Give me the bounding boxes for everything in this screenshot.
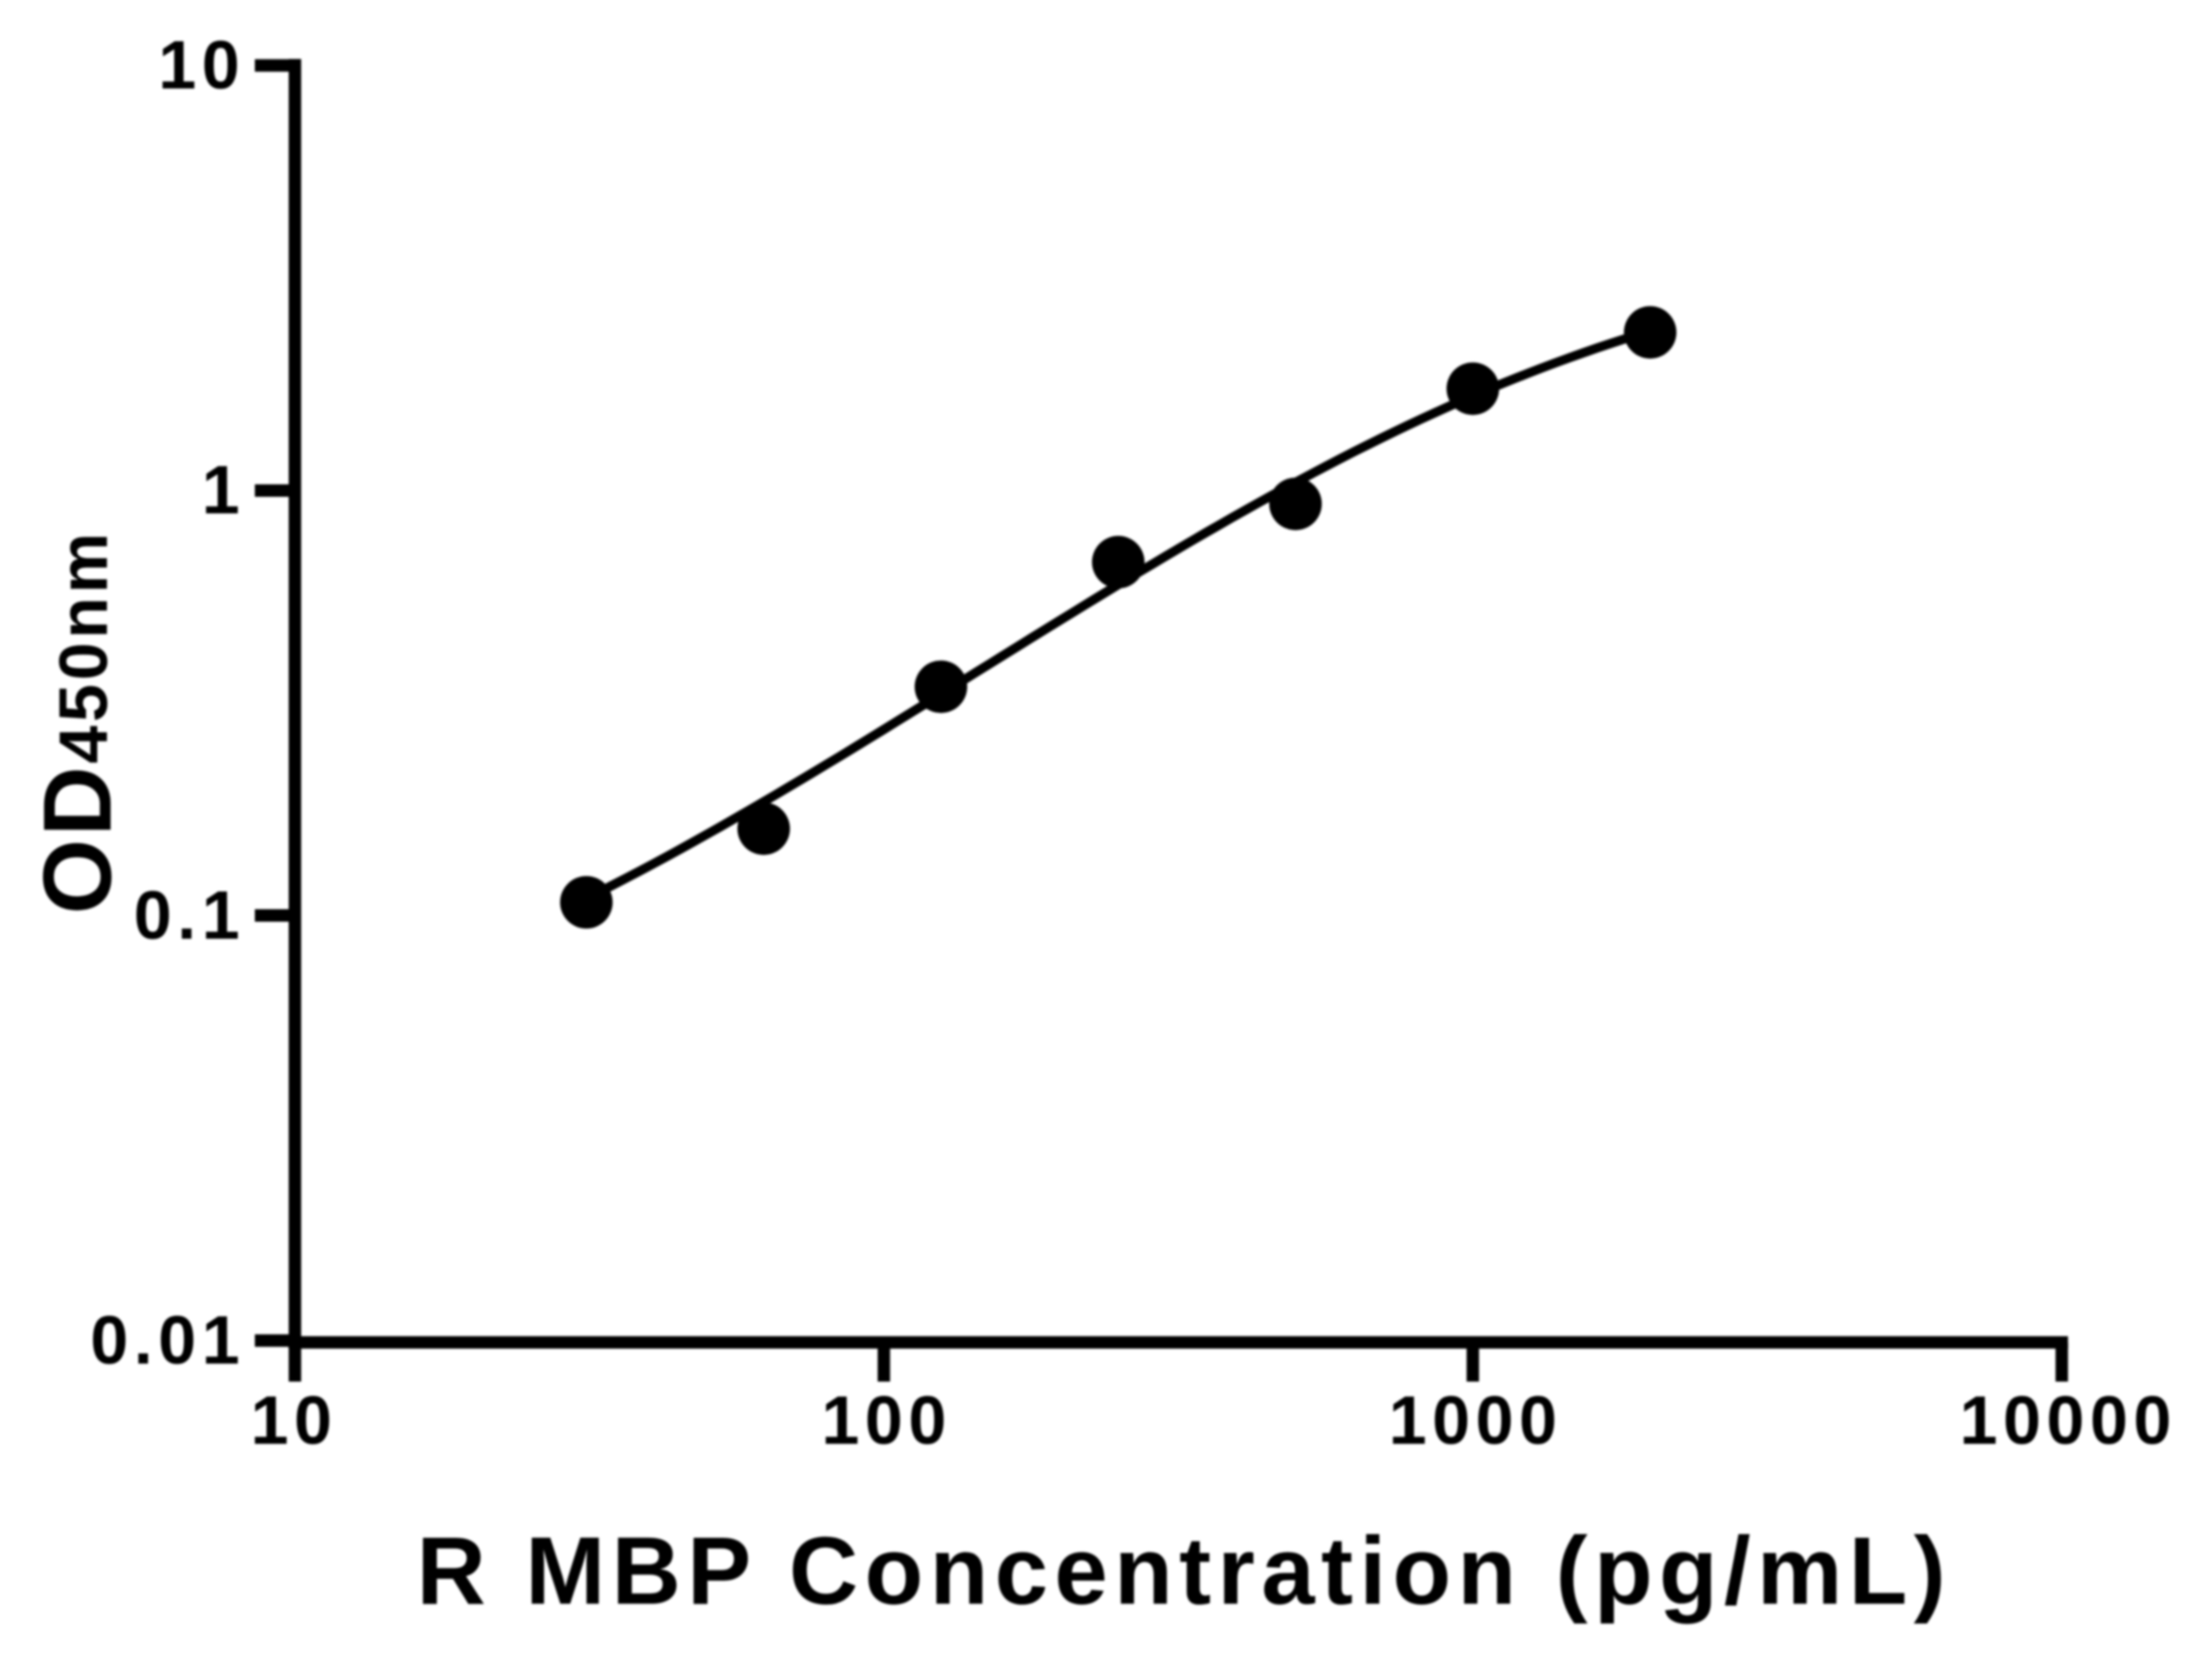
svg-text:0.1: 0.1 (134, 877, 245, 953)
svg-text:100: 100 (821, 1382, 951, 1459)
svg-text:10: 10 (159, 27, 245, 103)
svg-text:10000: 10000 (1959, 1382, 2177, 1459)
svg-text:1: 1 (202, 452, 245, 528)
svg-text:1000: 1000 (1389, 1382, 1563, 1459)
svg-text:OD450nm: OD450nm (24, 529, 132, 914)
svg-text:0.01: 0.01 (90, 1302, 245, 1379)
svg-text:10: 10 (251, 1382, 337, 1459)
svg-text:R MBP Concentration (pg/mL): R MBP Concentration (pg/mL) (417, 1518, 1952, 1625)
